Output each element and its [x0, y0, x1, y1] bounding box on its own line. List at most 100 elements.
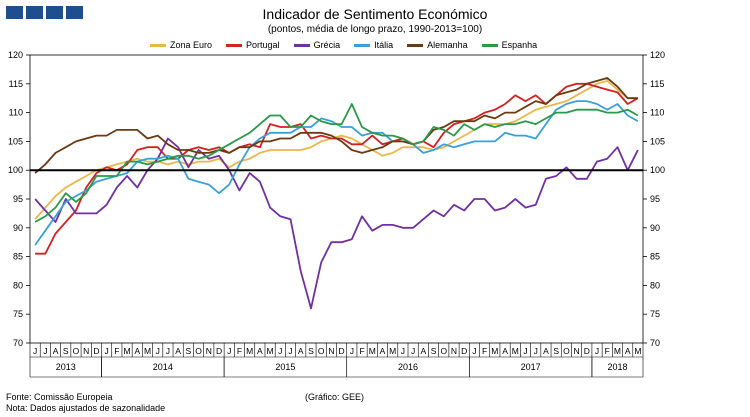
month-label: F — [114, 346, 119, 356]
chart-legend: Zona Euro Portugal Grécia Itália Alemanha Esp… — [150, 40, 537, 50]
legend-item: Portugal — [226, 40, 280, 50]
legend-swatch — [293, 43, 310, 47]
legend-swatch — [354, 43, 371, 47]
y-tick-label-left: 95 — [13, 194, 23, 204]
y-tick-label-right: 100 — [650, 165, 665, 175]
legend-item: Itália — [354, 40, 393, 50]
month-label: O — [318, 346, 325, 356]
series-line-grecia — [34, 137, 639, 310]
legend-label: Espanha — [501, 40, 538, 50]
month-label: S — [63, 346, 69, 356]
month-label: A — [257, 346, 263, 356]
month-label: J — [411, 346, 415, 356]
series-line-portugal — [35, 82, 639, 255]
month-label: N — [328, 346, 334, 356]
month-label: F — [482, 346, 487, 356]
month-label: A — [53, 346, 59, 356]
month-label: D — [216, 346, 222, 356]
month-label: O — [195, 346, 202, 356]
month-label: J — [33, 346, 37, 356]
month-label: S — [431, 346, 437, 356]
logo-square — [46, 6, 63, 19]
legend-item: Grécia — [293, 40, 341, 50]
legend-item: Espanha — [481, 40, 538, 50]
month-label: O — [440, 346, 447, 356]
logo-square — [6, 6, 23, 19]
year-label: 2018 — [607, 362, 627, 372]
month-label: M — [614, 346, 621, 356]
month-label: J — [166, 346, 170, 356]
month-label: D — [461, 346, 467, 356]
legend-swatch — [226, 43, 243, 47]
legend-item: Zona Euro — [150, 40, 212, 50]
month-label: M — [491, 346, 498, 356]
month-label: O — [563, 346, 570, 356]
legend-swatch — [150, 43, 166, 47]
gee-logo — [6, 6, 83, 19]
y-tick-label-right: 90 — [650, 223, 660, 233]
month-label: N — [451, 346, 457, 356]
month-label: A — [175, 346, 181, 356]
plot-frame — [29, 54, 644, 344]
chart-subtitle: (pontos, média de longo prazo, 1990-2013… — [267, 24, 483, 35]
month-label: J — [278, 346, 282, 356]
y-tick-label-left: 85 — [13, 252, 23, 262]
y-tick-label-right: 120 — [650, 50, 665, 60]
y-tick-label-left: 105 — [8, 136, 23, 146]
month-label: N — [206, 346, 212, 356]
y-tick-label-left: 110 — [9, 108, 23, 118]
year-label: 2013 — [56, 362, 76, 372]
y-tick-label-left: 100 — [8, 165, 23, 175]
legend-label: Itália — [374, 40, 394, 50]
month-label: F — [237, 346, 242, 356]
month-label: F — [359, 346, 364, 356]
month-label: D — [584, 346, 590, 356]
y-tick-label-left: 70 — [13, 338, 23, 348]
legend-label: Zona Euro — [170, 40, 213, 50]
month-label: M — [246, 346, 253, 356]
month-label: S — [308, 346, 314, 356]
month-label: J — [105, 346, 109, 356]
legend-label: Grécia — [313, 40, 341, 50]
y-tick-label-left: 90 — [13, 223, 23, 233]
month-label: M — [512, 346, 519, 356]
month-label: A — [298, 346, 304, 356]
year-label: 2017 — [521, 362, 541, 372]
month-label: A — [543, 346, 549, 356]
month-label: D — [93, 346, 99, 356]
month-label: M — [144, 346, 151, 356]
month-label: F — [605, 346, 610, 356]
month-label: J — [350, 346, 354, 356]
series-line-alemanha — [34, 77, 638, 174]
chart-credit: (Gráfico: GEE) — [305, 392, 365, 402]
month-label: J — [534, 346, 538, 356]
legend-item: Alemanha — [407, 40, 468, 50]
y-tick-label-left: 115 — [9, 79, 23, 89]
month-label: M — [634, 346, 641, 356]
month-label: J — [595, 346, 599, 356]
legend-label: Portugal — [246, 40, 280, 50]
month-label: J — [401, 346, 405, 356]
month-label: M — [389, 346, 396, 356]
month-label: A — [134, 346, 140, 356]
month-label: A — [421, 346, 427, 356]
year-label: 2016 — [398, 362, 418, 372]
month-label: M — [369, 346, 376, 356]
y-tick-label-right: 70 — [650, 338, 660, 348]
month-label: S — [553, 346, 559, 356]
month-label: M — [267, 346, 274, 356]
y-tick-label-right: 105 — [650, 136, 665, 146]
year-label: 2015 — [275, 362, 295, 372]
series-line-italia — [34, 100, 639, 246]
y-tick-label-left: 75 — [13, 309, 23, 319]
legend-swatch — [407, 43, 424, 47]
month-label: A — [625, 346, 631, 356]
series-line-zona-euro — [34, 80, 638, 220]
month-label: S — [186, 346, 192, 356]
chart-title: Indicador de Sentimento Económico — [262, 6, 488, 22]
y-tick-label-right: 85 — [650, 252, 660, 262]
y-tick-label-left: 80 — [13, 280, 23, 290]
month-label: J — [156, 346, 160, 356]
logo-square — [26, 6, 43, 19]
month-label: D — [339, 346, 345, 356]
